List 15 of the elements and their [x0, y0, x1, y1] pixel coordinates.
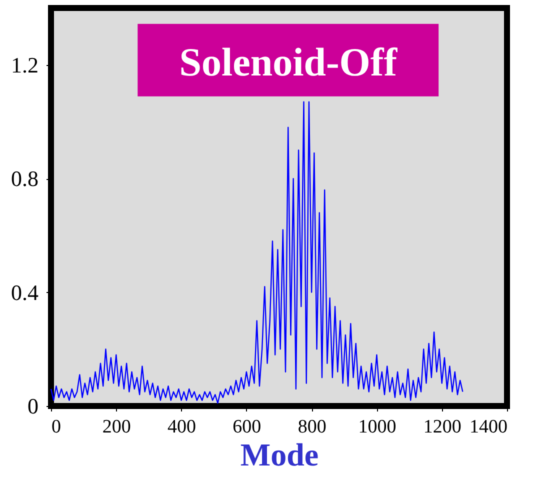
- x-tick-label: 600: [232, 416, 262, 438]
- x-tick-label: 1000: [358, 416, 396, 438]
- x-tick-label: 800: [298, 416, 326, 438]
- y-tick-label: 0: [28, 394, 38, 418]
- line-series: [50, 101, 464, 404]
- x-tick-label: 400: [168, 416, 196, 438]
- y-tick-label: 0.4: [11, 280, 38, 305]
- x-tick-label: 1400: [470, 416, 508, 438]
- annotation: Solenoid-Off: [179, 40, 398, 85]
- x-tick-label: 200: [102, 416, 131, 438]
- y-tick-label: 0.8: [11, 166, 38, 192]
- y-tick-label: 1.2: [11, 52, 38, 78]
- x-axis-title: Mode: [240, 436, 319, 472]
- x-tick-label: 0: [52, 416, 61, 438]
- x-tick-label: 1200: [423, 416, 462, 438]
